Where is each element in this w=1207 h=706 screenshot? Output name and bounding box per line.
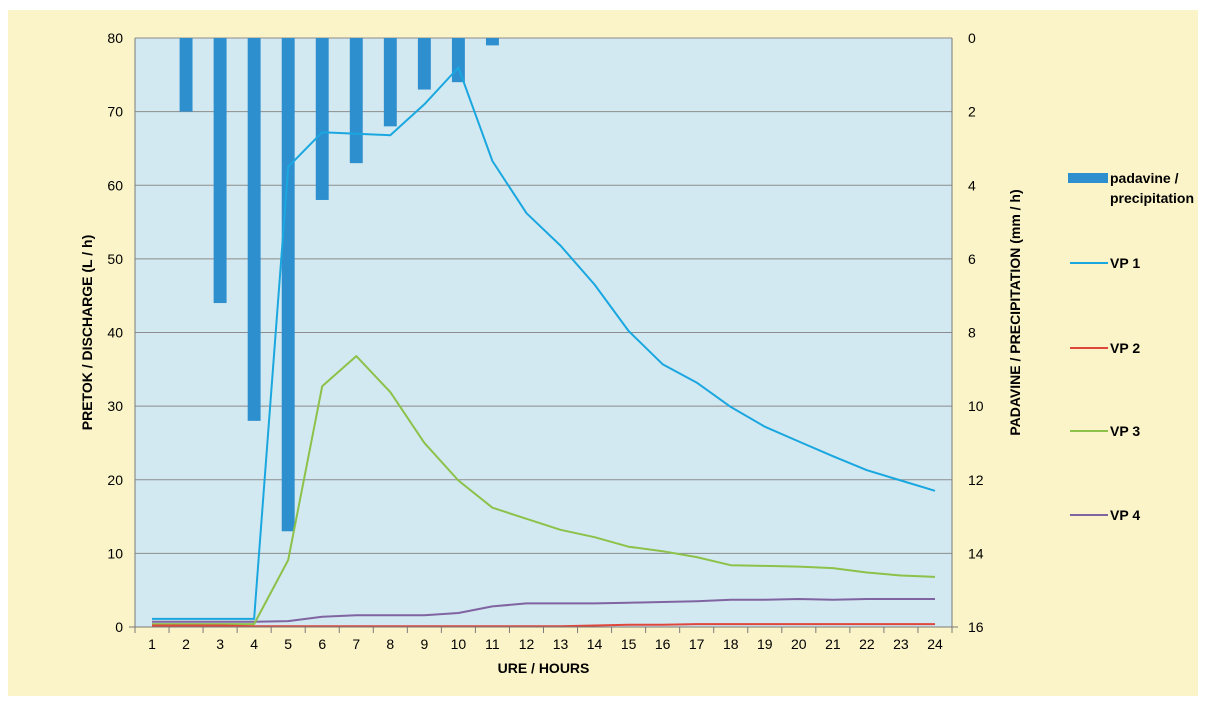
x-axis-title: URE / HOURS <box>498 660 590 676</box>
y-right-tick-label: 10 <box>968 398 984 414</box>
precipitation-bar <box>349 38 363 164</box>
x-tick-label: 5 <box>284 636 292 652</box>
precipitation-bar <box>281 38 295 532</box>
legend-label-precipitation: padavine / <box>1110 170 1179 186</box>
x-tick-label: 22 <box>859 636 875 652</box>
x-tick-label: 1 <box>148 636 156 652</box>
x-tick-label: 7 <box>352 636 360 652</box>
discharge-lines <box>152 66 936 628</box>
x-tick-label: 3 <box>216 636 224 652</box>
precipitation-bar <box>417 38 431 90</box>
y-left-tick-label: 30 <box>107 398 123 414</box>
x-tick-label: 8 <box>386 636 394 652</box>
chart-frame: 0 10 20 30 40 50 60 70 80 0 2 4 6 8 10 12 14 16 1 2 3 4 5 6 7 8 9 1… <box>8 10 1198 696</box>
x-tick-label: 6 <box>318 636 326 652</box>
x-tick-label: 23 <box>893 636 909 652</box>
legend-swatch-precipitation <box>1068 173 1108 183</box>
y-left-tick-label: 40 <box>107 325 123 341</box>
x-tick-label: 19 <box>757 636 773 652</box>
y-right-tick-label: 4 <box>968 177 976 193</box>
precipitation-bar <box>451 38 465 83</box>
legend-label-precipitation: precipitation <box>1110 190 1194 206</box>
precipitation-bar <box>213 38 227 304</box>
y-axis-left-title: PRETOK / DISCHARGE (L / h) <box>79 235 95 431</box>
precipitation-bar <box>247 38 261 421</box>
legend: padavine / precipitation VP 1 VP 2 VP 3 VP 4 <box>1068 170 1194 523</box>
x-tick-label: 21 <box>825 636 841 652</box>
legend-label-vp1: VP 1 <box>1110 255 1140 271</box>
x-tick-label: 20 <box>791 636 807 652</box>
x-tick-label: 14 <box>587 636 603 652</box>
y-left-tick-label: 10 <box>107 545 123 561</box>
x-tick-label: 11 <box>485 636 500 652</box>
y-right-tick-label: 0 <box>968 30 976 46</box>
y-right-tick-label: 16 <box>968 619 984 635</box>
precipitation-bar <box>383 38 397 127</box>
y-left-tick-label: 80 <box>107 30 123 46</box>
precipitation-bar <box>179 38 193 112</box>
y-right-tick-label: 12 <box>968 472 984 488</box>
y-left-tick-label: 0 <box>115 619 123 635</box>
series-line-vp1 <box>152 66 936 620</box>
series-line-vp3 <box>152 355 936 626</box>
x-tick-label: 24 <box>927 636 943 652</box>
y-left-tick-label: 60 <box>107 177 123 193</box>
x-tick-label: 17 <box>689 636 705 652</box>
y-left-tick-label: 20 <box>107 472 123 488</box>
legend-label-vp4: VP 4 <box>1110 507 1140 523</box>
x-tick-label: 12 <box>519 636 535 652</box>
y-left-tick-label: 50 <box>107 251 123 267</box>
precipitation-bars <box>179 38 499 532</box>
y-left-tick-label: 70 <box>107 104 123 120</box>
precipitation-bar <box>485 38 499 46</box>
x-tick-label: 13 <box>553 636 569 652</box>
x-tick-label: 18 <box>723 636 739 652</box>
x-tick-label: 2 <box>182 636 190 652</box>
series-line-vp4 <box>152 598 935 623</box>
y-right-tick-label: 6 <box>968 251 976 267</box>
series-line-vp2 <box>152 623 935 628</box>
legend-label-vp2: VP 2 <box>1110 340 1140 356</box>
precipitation-bar <box>315 38 329 200</box>
y-right-tick-label: 14 <box>968 545 984 561</box>
y-right-tick-label: 8 <box>968 325 976 341</box>
x-tick-label: 4 <box>250 636 258 652</box>
x-tick-label: 15 <box>621 636 637 652</box>
y-right-tick-label: 2 <box>968 104 976 120</box>
x-tick-label: 9 <box>420 636 428 652</box>
x-tick-label: 10 <box>451 636 467 652</box>
x-tick-label: 16 <box>655 636 671 652</box>
legend-label-vp3: VP 3 <box>1110 423 1140 439</box>
y-axis-right-title: PADAVINE / PRECIPITATION (mm / h) <box>1007 189 1023 435</box>
